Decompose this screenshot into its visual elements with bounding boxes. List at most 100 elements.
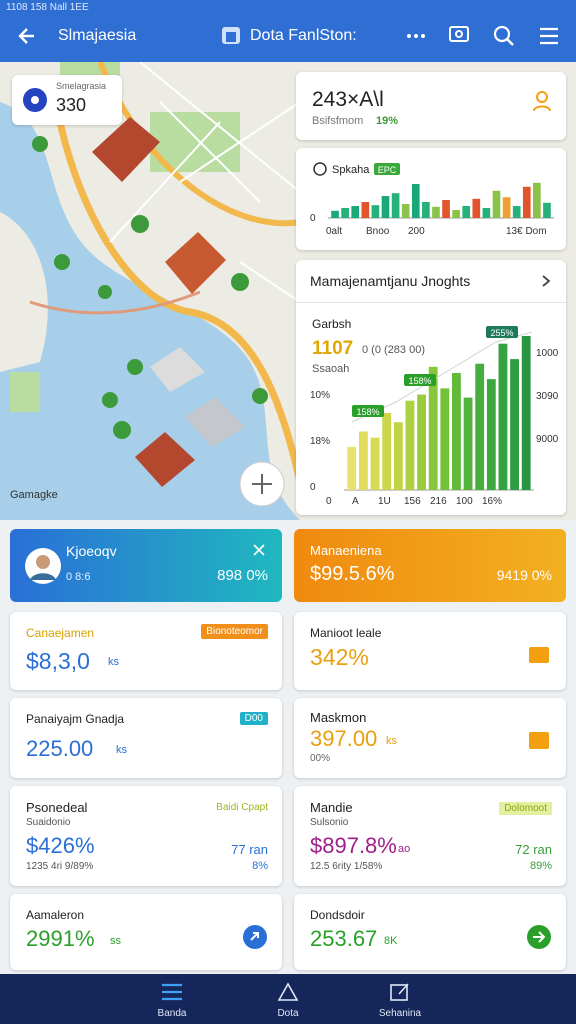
bar (347, 446, 357, 490)
nav-icon (162, 983, 182, 1001)
card-side: 72 ran (515, 842, 552, 857)
card-badge: D00 (239, 712, 268, 725)
bar (382, 413, 392, 490)
card-unit: ks (116, 744, 127, 756)
card-icon[interactable] (528, 730, 550, 750)
bar (432, 206, 440, 218)
right-axis-label: 1000 (536, 348, 559, 359)
nav-item[interactable]: Banda (132, 974, 212, 1024)
x-tick-label: 216 (430, 496, 447, 507)
mini-chart: Spkaha EPC 0 0alt Bnoo 200 13€ Dom (310, 162, 554, 237)
insights-headline: 1107 (312, 338, 353, 359)
bar (522, 186, 531, 218)
x-tick-label: 200 (408, 226, 425, 237)
tile-title: Kjoeoqv (66, 543, 117, 559)
tile-orange[interactable]: Manaeniena $99.5.6% 9419 0% (294, 529, 566, 602)
status-text: 1108 158 Nall 1EE (6, 2, 89, 13)
bar (543, 202, 551, 218)
nav-icon (277, 982, 299, 1001)
search-button[interactable] (492, 24, 516, 48)
nav-label: Banda (157, 1008, 187, 1019)
right-axis-label: 3090 (536, 391, 559, 402)
tile-value: $99.5.6% (310, 563, 395, 585)
tile-blue[interactable]: Kjoeoqv 0 8:6 898 0% (10, 529, 282, 602)
stat-card[interactable]: 243×A\l Bsifsfmom 19% (296, 72, 566, 140)
bar (512, 206, 521, 218)
nav-label: Sehanina (378, 1008, 422, 1019)
left-axis-label: 18% (310, 436, 330, 447)
metric-card[interactable]: Mandie Sulsonio Dolomoot $897.8% ao 12.5… (294, 786, 566, 886)
mini-chart-badge: EPC (378, 165, 397, 175)
bar (417, 394, 426, 490)
tile-sub: 0 8:6 (66, 571, 91, 583)
bar (361, 202, 370, 218)
metric-card[interactable]: Aamaleron 2991% ss (10, 894, 282, 970)
annotation: 158% (408, 376, 431, 386)
bar (463, 397, 473, 490)
x-tick-label: 16% (482, 496, 502, 507)
card-value: 225.00 (26, 736, 94, 761)
insights-header[interactable]: Mamajenamtjanu Jnoghts (296, 260, 566, 303)
card-title: Psonedeal (26, 800, 88, 815)
metric-card[interactable]: Manioot leale 342% (294, 612, 566, 690)
card-icon[interactable] (528, 644, 550, 664)
card-value: 397.00 (310, 726, 378, 751)
card-value: $426% (26, 833, 95, 858)
card-sub: 00% (310, 753, 331, 764)
annotation-bg (352, 405, 384, 417)
bar (391, 193, 400, 218)
metric-card[interactable]: Psonedeal Suaidonio Baidi Cpapt $426% 12… (10, 786, 282, 886)
card-title: Canaejamen (26, 626, 95, 640)
bar (452, 372, 461, 490)
nav-item[interactable]: Dota (248, 974, 328, 1024)
bar (359, 431, 368, 490)
map-info-card[interactable]: Smelagrasia 330 (12, 75, 122, 125)
card-title: Aamaleron (26, 908, 85, 922)
insights-card[interactable]: Mamajenamtjanu Jnoghts Garbsh 1107 0 (0 … (296, 260, 566, 515)
bar (341, 208, 349, 218)
tile-value: 898 0% (217, 567, 268, 584)
right-axis-label: 9000 (536, 434, 559, 445)
card-unit: ks (386, 735, 397, 747)
card-title: Mandie (310, 800, 353, 815)
metric-card[interactable]: Dondsdoir 253.67 8K (294, 894, 566, 970)
map-card-label: Smelagrasia (56, 81, 107, 91)
card-value: 253.67 (310, 926, 378, 951)
bar (381, 196, 390, 218)
metric-card[interactable]: Panaiyajm Gnadja D00 225.00 ks (10, 698, 282, 778)
bar (521, 336, 531, 490)
card-action[interactable] (242, 924, 268, 950)
metric-card[interactable]: Maskmon 397.00 ks 00% (294, 698, 566, 778)
card-unit: ss (110, 935, 121, 947)
expand-icon[interactable] (252, 543, 266, 557)
card-value: 2991% (26, 926, 95, 951)
bar (472, 198, 481, 218)
stat-subtitle: Bsifsfmom (312, 115, 364, 127)
bar (401, 204, 410, 218)
card-value: $8,3,0 (26, 648, 90, 674)
menu-button[interactable] (538, 25, 560, 47)
bar (452, 210, 460, 218)
card-title: Dondsdoir (310, 908, 365, 922)
card-side-sub: 89% (529, 860, 552, 872)
nav-item[interactable]: Sehanina (360, 974, 440, 1024)
card-title: Manioot leale (310, 626, 382, 640)
mini-chart-badge-bg (374, 163, 400, 175)
more-button[interactable] (404, 26, 428, 46)
bar (428, 366, 438, 490)
tile-side: 9419 0% (496, 567, 552, 583)
metric-card[interactable]: Canaejamen Bionoteomor $8,3,0 ks (10, 612, 282, 690)
bar (371, 205, 380, 218)
back-button[interactable] (16, 24, 40, 48)
card-value: 342% (310, 644, 369, 670)
bar (482, 208, 491, 218)
left-axis-label: 10% (310, 390, 330, 401)
bottom-nav: Banda Dota Sehanina (0, 974, 576, 1024)
chat-button[interactable] (448, 24, 470, 46)
card-side: 77 ran (231, 842, 268, 857)
bar (331, 210, 339, 218)
mini-chart-card[interactable]: Spkaha EPC 0 0alt Bnoo 200 13€ Dom (296, 148, 566, 250)
card-action[interactable] (526, 924, 552, 950)
bar (502, 197, 511, 218)
